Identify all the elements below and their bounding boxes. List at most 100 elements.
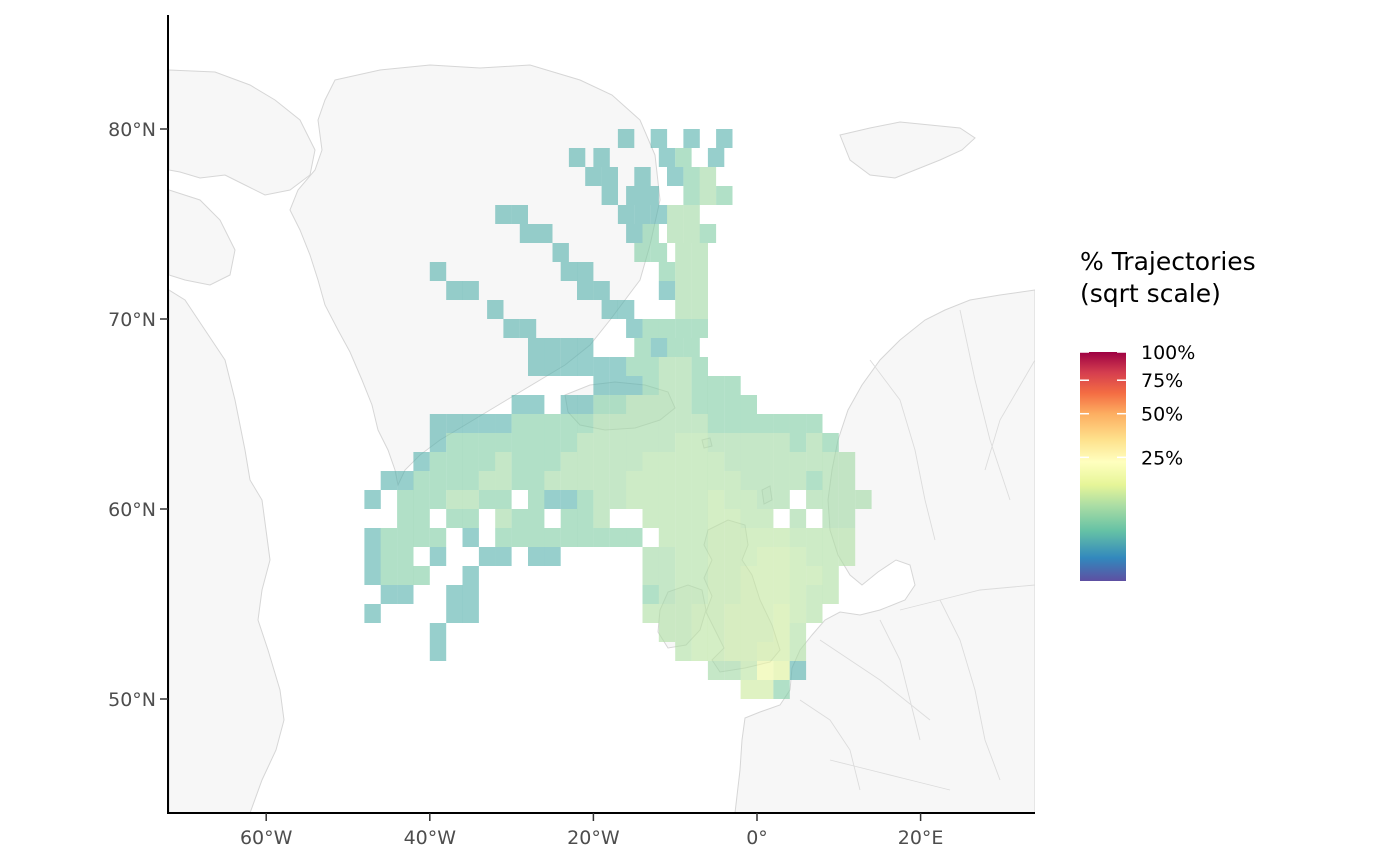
trajectory-cell bbox=[528, 528, 545, 547]
trajectory-cell bbox=[478, 433, 496, 452]
trajectory-cell bbox=[462, 604, 479, 623]
trajectory-cell bbox=[806, 604, 823, 623]
trajectory-cells bbox=[364, 129, 872, 699]
trajectory-cell bbox=[806, 414, 823, 433]
trajectory-cell bbox=[544, 528, 561, 547]
trajectory-cell bbox=[577, 490, 594, 509]
trajectory-cell bbox=[626, 186, 643, 205]
trajectory-cell bbox=[593, 490, 610, 509]
legend-title-line2: (sqrt scale) bbox=[1080, 279, 1221, 308]
trajectory-cell bbox=[806, 547, 823, 566]
trajectory-cell bbox=[675, 319, 692, 338]
trajectory-cell bbox=[707, 585, 725, 604]
trajectory-cell bbox=[724, 490, 741, 509]
trajectory-cell bbox=[691, 433, 708, 452]
trajectory-cell bbox=[740, 528, 757, 547]
trajectory-cell bbox=[683, 224, 700, 243]
trajectory-cell bbox=[667, 167, 684, 186]
trajectory-cell bbox=[707, 376, 725, 395]
trajectory-cell bbox=[519, 224, 537, 243]
trajectory-cell bbox=[528, 433, 545, 452]
trajectory-cell bbox=[822, 528, 839, 547]
trajectory-cell bbox=[789, 433, 807, 452]
trajectory-cell bbox=[675, 281, 692, 300]
trajectory-cell bbox=[773, 414, 790, 433]
trajectory-cell bbox=[577, 509, 594, 528]
country-borders bbox=[799, 309, 1035, 791]
trajectory-cell bbox=[429, 471, 447, 490]
trajectory-cell bbox=[707, 509, 725, 528]
trajectory-cell bbox=[789, 452, 807, 471]
trajectory-cell bbox=[740, 661, 757, 680]
trajectory-cell bbox=[658, 281, 676, 300]
trajectory-cell bbox=[577, 414, 594, 433]
trajectory-cell bbox=[585, 167, 602, 186]
trajectory-cell bbox=[626, 319, 643, 338]
trajectory-cell bbox=[838, 509, 856, 528]
trajectory-cell bbox=[511, 471, 528, 490]
trajectory-cell bbox=[511, 452, 528, 471]
trajectory-cell bbox=[740, 623, 757, 642]
trajectory-cell bbox=[658, 452, 676, 471]
trajectory-cell bbox=[593, 281, 610, 300]
trajectory-cell bbox=[740, 433, 757, 452]
trajectory-cell bbox=[568, 148, 586, 167]
trajectory-cell bbox=[413, 509, 430, 528]
trajectory-cell bbox=[838, 471, 856, 490]
trajectory-cell bbox=[462, 528, 479, 547]
trajectory-cell bbox=[757, 604, 774, 623]
trajectory-cell bbox=[658, 433, 676, 452]
trajectory-cell bbox=[691, 528, 708, 547]
legend-colorbar bbox=[1080, 352, 1126, 581]
trajectory-cell bbox=[528, 395, 545, 414]
trajectory-cell bbox=[773, 680, 790, 699]
y-axis-ticks: 50°N 60°N 70°N 80°N bbox=[108, 119, 168, 711]
trajectory-cell bbox=[650, 205, 668, 224]
trajectory-cell bbox=[446, 585, 463, 604]
trajectory-cell bbox=[462, 490, 479, 509]
trajectory-cell bbox=[707, 528, 725, 547]
trajectory-cell bbox=[806, 585, 823, 604]
trajectory-cell bbox=[429, 547, 447, 566]
trajectory-cell bbox=[822, 509, 839, 528]
trajectory-cell bbox=[577, 452, 594, 471]
trajectory-cell bbox=[528, 414, 545, 433]
trajectory-cell bbox=[789, 642, 807, 661]
trajectory-cell bbox=[609, 433, 627, 452]
trajectory-cell bbox=[380, 566, 398, 585]
trajectory-cell bbox=[593, 471, 610, 490]
trajectory-cell bbox=[757, 642, 774, 661]
trajectory-cell bbox=[806, 471, 823, 490]
trajectory-cell bbox=[675, 414, 692, 433]
trajectory-cell bbox=[528, 357, 545, 376]
trajectory-cell bbox=[773, 452, 790, 471]
trajectory-cell bbox=[560, 509, 578, 528]
trajectory-cell bbox=[838, 490, 856, 509]
trajectory-cell bbox=[626, 357, 643, 376]
trajectory-cell bbox=[757, 585, 774, 604]
trajectory-cell bbox=[560, 433, 578, 452]
trajectory-cell bbox=[806, 566, 823, 585]
trajectory-cell bbox=[544, 338, 561, 357]
trajectory-cell bbox=[495, 509, 512, 528]
trajectory-cell bbox=[658, 319, 676, 338]
trajectory-cell bbox=[593, 395, 610, 414]
trajectory-cell bbox=[675, 452, 692, 471]
trajectory-cell bbox=[822, 490, 839, 509]
trajectory-cell bbox=[740, 490, 757, 509]
trajectory-cell bbox=[675, 395, 692, 414]
trajectory-cell bbox=[380, 471, 398, 490]
trajectory-cell bbox=[683, 129, 700, 148]
trajectory-cell bbox=[593, 357, 610, 376]
trajectory-cell bbox=[642, 395, 659, 414]
trajectory-cell bbox=[462, 433, 479, 452]
trajectory-cell bbox=[626, 528, 643, 547]
trajectory-cell bbox=[544, 547, 561, 566]
trajectory-cell bbox=[675, 642, 692, 661]
trajectory-cell bbox=[626, 452, 643, 471]
trajectory-cell bbox=[691, 509, 708, 528]
trajectory-cell bbox=[838, 547, 856, 566]
trajectory-cell bbox=[397, 471, 414, 490]
trajectory-cell bbox=[364, 547, 381, 566]
trajectory-cell bbox=[495, 490, 512, 509]
